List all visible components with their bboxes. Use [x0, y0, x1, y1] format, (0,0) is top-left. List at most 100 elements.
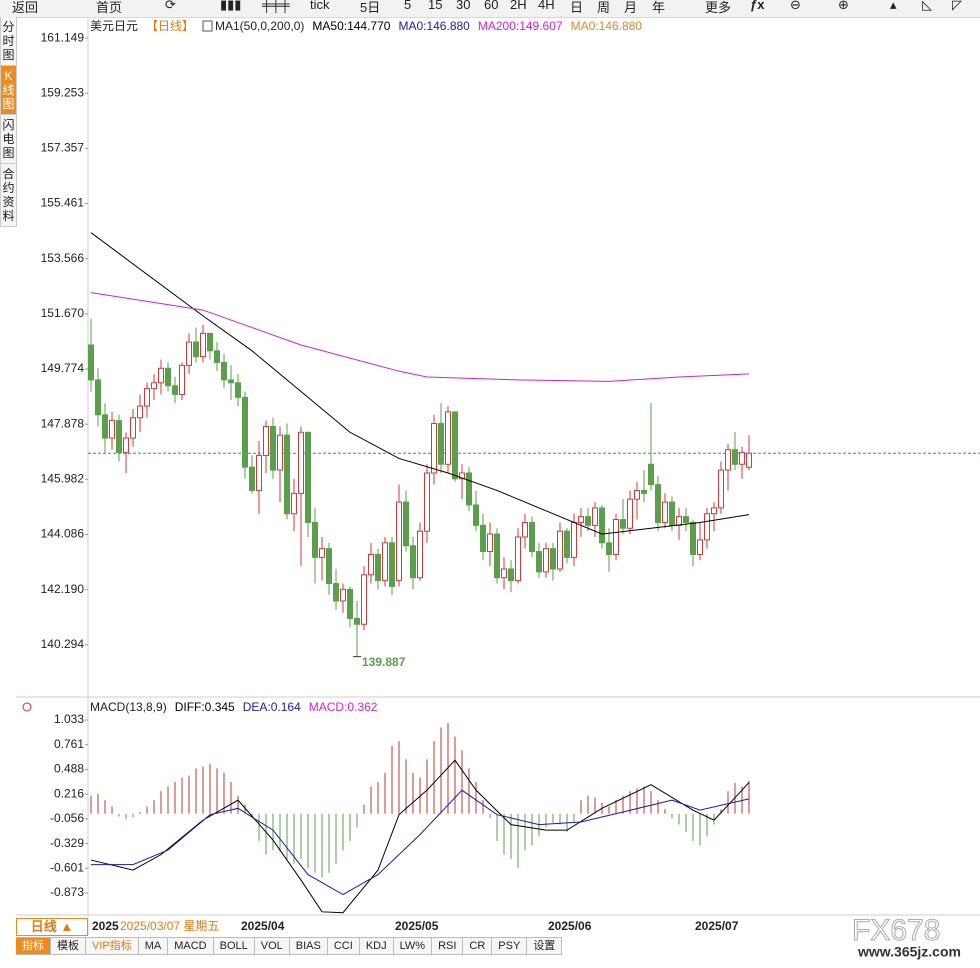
indicator-tab[interactable]: LW% [393, 937, 433, 955]
toolbar-item[interactable]: 60 [484, 0, 499, 12]
candle-body [445, 411, 451, 465]
indicator-tab[interactable]: 设置 [527, 937, 563, 955]
candle-icon[interactable]: ╪╪╪ [262, 0, 290, 12]
tool-icon[interactable]: ◸ [952, 0, 962, 12]
candle-body [242, 396, 248, 468]
bars-icon[interactable]: ▮▮▮ [220, 0, 242, 12]
toolbar-item[interactable]: 30 [456, 0, 471, 12]
indicator-tab[interactable]: VIP指标 [86, 937, 139, 955]
toolbar-item[interactable]: 更多 [705, 0, 732, 15]
indicator-tab[interactable]: 指标 [16, 937, 51, 955]
candle-body [347, 588, 353, 619]
side-tab[interactable]: 合约资料 [0, 164, 17, 227]
indicator-tab[interactable]: CR [463, 937, 493, 955]
toolbar-item[interactable]: 15 [428, 0, 443, 12]
candle-body [326, 548, 332, 585]
candle-body [718, 469, 724, 509]
toolbar-item[interactable]: 5 [404, 0, 412, 12]
candle-body [151, 382, 157, 390]
y-tick-label: 147.878 [41, 416, 85, 430]
indicator-tab[interactable]: PSY [492, 937, 528, 955]
zoom-in-icon[interactable]: ⊕ [838, 0, 849, 12]
indicator-tabs: 指标 模板 VIP指标 MA MACD BOLL VOL BIAS CCI KDJ LW% RSI CR… [16, 937, 563, 955]
indicator-tab[interactable]: MACD [168, 937, 214, 955]
candle-body [613, 519, 619, 555]
legend-entry: MACD(13,8,9) [90, 700, 167, 714]
candle-body [109, 420, 115, 439]
candle-body [375, 553, 381, 582]
y-tick-label: 153.566 [41, 251, 85, 265]
candle-body [158, 367, 164, 384]
refresh-icon[interactable]: ⟳ [165, 0, 176, 12]
toolbar-item[interactable]: 2H [510, 0, 527, 12]
candle-body [466, 472, 472, 506]
candle-body [690, 521, 696, 555]
side-tab[interactable]: K线图 [0, 66, 17, 115]
indicator-line [90, 759, 750, 914]
indicator-tab[interactable]: BIAS [289, 937, 328, 955]
zoom-out-icon[interactable]: ⊖ [790, 0, 801, 12]
y-tick-label: 1.033 [54, 712, 84, 726]
toolbar-item[interactable]: 日 [570, 0, 584, 15]
candle-body [410, 545, 416, 579]
candle-body [543, 548, 549, 573]
candle-body [725, 449, 731, 471]
y-tick-label: -0.601 [50, 861, 84, 875]
candle-body [599, 507, 605, 544]
toolbar-item[interactable]: 首页 [96, 0, 123, 15]
candle-body [312, 521, 318, 558]
candle-body [95, 379, 101, 416]
period-button[interactable]: 日线 ▲ [16, 918, 88, 936]
candle-body [564, 530, 570, 558]
indicator-tab[interactable]: MA [138, 937, 169, 955]
watermark-logo: FX678 [852, 914, 940, 947]
candle-body [662, 501, 668, 523]
candle-body [648, 463, 654, 486]
candle-body [557, 530, 563, 570]
tool-icon[interactable]: ◺ [922, 0, 932, 12]
candle-body [494, 533, 500, 579]
indicator-tab[interactable]: 模板 [51, 937, 86, 955]
candle-body [193, 341, 199, 358]
side-tab[interactable]: 闪电图 [0, 115, 17, 164]
indicator-tab[interactable]: RSI [432, 937, 464, 955]
candle-body [200, 332, 206, 358]
cursor-date: 2025/03/07 星期五 [120, 919, 219, 933]
y-tick-label: 145.982 [41, 472, 85, 486]
candle-body [256, 455, 262, 491]
candle-body [501, 568, 507, 579]
toolbar-item[interactable]: 返回 [12, 0, 39, 15]
candle-body [606, 542, 612, 555]
legend-entry: MA0:146.880 [398, 19, 470, 33]
legend-entry: 【日线】 [146, 19, 194, 33]
legend-entry: DIFF:0.345 [175, 700, 235, 714]
candle-body [235, 382, 241, 398]
toolbar-item[interactable]: 4H [538, 0, 555, 12]
indicator-tab[interactable]: KDJ [359, 937, 394, 955]
y-tick-label: 161.149 [41, 30, 85, 44]
candle-body [424, 472, 430, 532]
y-tick-label: 155.461 [41, 196, 85, 210]
toolbar-item[interactable]: 年 [652, 0, 666, 15]
candle-body [634, 489, 640, 500]
legend-entry: MA50:144.770 [312, 19, 390, 33]
indicator-line [90, 232, 750, 535]
settings-icon[interactable] [22, 702, 32, 712]
candle-body [676, 516, 682, 526]
indicator-tab[interactable]: VOL [254, 937, 290, 955]
toolbar-item[interactable]: 月 [624, 0, 638, 15]
tool-icon[interactable]: ▴ [890, 0, 897, 12]
candle-body [578, 516, 584, 523]
toolbar-item[interactable]: 5日 [360, 0, 381, 15]
indicator-tab[interactable]: CCI [327, 937, 360, 955]
toolbar-item[interactable]: 周 [597, 0, 611, 15]
side-tab[interactable]: 分时图 [0, 17, 17, 66]
candle-body [130, 417, 136, 439]
toolbar-item[interactable]: tick [310, 0, 330, 12]
fx-icon[interactable]: ƒx [750, 0, 765, 12]
candle-body [746, 452, 752, 468]
indicator-tab[interactable]: BOLL [213, 937, 255, 955]
y-tick-label: 144.086 [41, 527, 85, 541]
